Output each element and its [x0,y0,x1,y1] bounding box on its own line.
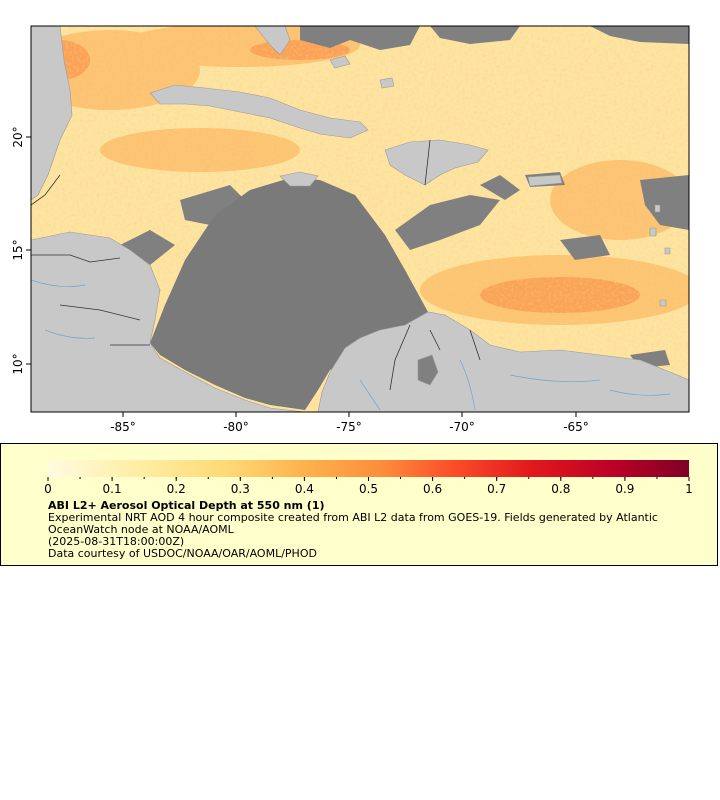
colorbar-tick-label: 0.5 [359,482,378,496]
legend-credit: Data courtesy of USDOC/NOAA/OAR/AOML/PHO… [48,547,317,560]
colorbar-ticks: 0 0.1 0.2 0.3 0.4 0.5 0.6 0.7 0.8 0.9 1 [44,477,693,496]
colorbar-tick-label: 0.3 [231,482,250,496]
legend-title: ABI L2+ Aerosol Optical Depth at 550 nm … [48,499,325,512]
colorbar-tick-label: 0.7 [487,482,506,496]
colorbar-tick-label: 0 [44,482,52,496]
plot-frame [30,25,690,413]
legend-date: (2025-08-31T18:00:00Z) [48,535,185,548]
x-tick-label: -85° [110,420,136,434]
x-tick-label: -80° [223,420,249,434]
y-tick-label: 20° [11,126,25,147]
colorbar-tick-label: 0.8 [551,482,570,496]
colorbar-gradient [48,460,689,477]
map-figure: -85° -80° -75° -70° -65° 10° 15° 20° [11,25,690,434]
colorbar-tick-label: 1 [685,482,693,496]
country-borders [31,139,481,391]
colorbar-tick-label: 0.2 [167,482,186,496]
y-tick-label: 15° [11,239,25,260]
x-tick-label: -65° [563,420,589,434]
colorbar-tick-label: 0.1 [103,482,122,496]
legend-description: Experimental NRT AOD 4 hour composite cr… [48,511,658,536]
colorbar: 0 0.1 0.2 0.3 0.4 0.5 0.6 0.7 0.8 0.9 1 [44,460,693,496]
x-tick-label: -70° [449,420,475,434]
land-masses [31,26,689,412]
y-tick-label: 10° [11,353,25,374]
x-tick-label: -75° [336,420,362,434]
colorbar-tick-label: 0.6 [423,482,442,496]
legend-panel: 0 0.1 0.2 0.3 0.4 0.5 0.6 0.7 0.8 0.9 1 ABI L2+ Ae… [0,443,718,566]
colorbar-tick-label: 0.4 [295,482,314,496]
rivers [31,279,671,411]
axis-ticks [26,136,577,417]
colorbar-tick-label: 0.9 [615,482,634,496]
